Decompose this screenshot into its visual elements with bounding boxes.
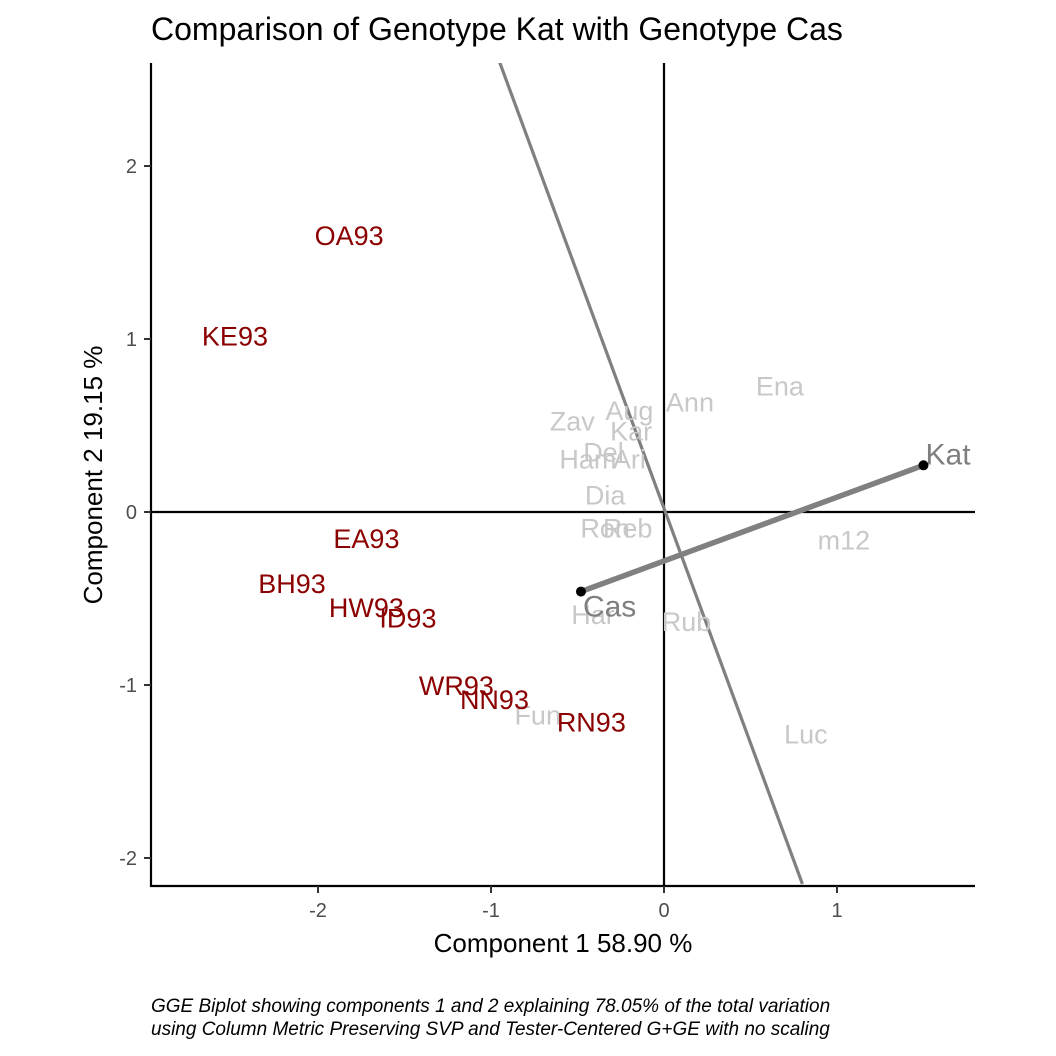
y-axis-title: Component 2 19.15 %	[78, 346, 108, 605]
environment-label: WR93	[419, 671, 494, 701]
environment-label: EA93	[333, 524, 399, 554]
genotype-label: Ann	[666, 387, 714, 417]
y-tick-label: -2	[119, 848, 137, 870]
environment-label: OA93	[315, 221, 384, 251]
x-tick-label: 0	[658, 900, 669, 922]
genotype-label: Kar	[610, 417, 652, 447]
genotype-label: Har	[571, 600, 615, 630]
genotype-label: Aug	[605, 396, 653, 426]
caption-line-2: using Column Metric Preserving SVP and T…	[151, 1019, 830, 1040]
x-axis-title: Component 1 58.90 %	[434, 928, 693, 958]
genotype-b-label: Cas	[583, 591, 636, 624]
genotype-a-label: Kat	[926, 438, 972, 471]
chart-title: Comparison of Genotype Kat with Genotype…	[151, 11, 843, 47]
perpendicular-line	[498, 63, 804, 885]
genotype-label: Ham	[559, 444, 616, 474]
y-tick-label: 0	[126, 502, 137, 524]
genotype-label: Ari	[613, 444, 646, 474]
genotype-label: Del	[583, 437, 624, 467]
x-tick-label: -2	[309, 900, 327, 922]
environment-label: NN93	[460, 685, 529, 715]
genotype-label: Ron	[580, 514, 630, 544]
environment-label: RN93	[557, 707, 626, 737]
x-tick-label: 1	[831, 900, 842, 922]
genotype-label: Rub	[662, 607, 712, 637]
environment-label: HW93	[329, 593, 404, 623]
genotype-label: Zav	[550, 406, 596, 436]
x-tick-label: -1	[482, 900, 500, 922]
environment-label: BH93	[258, 569, 326, 599]
y-tick-label: 2	[126, 156, 137, 178]
genotype-label: Ena	[756, 372, 805, 402]
environment-label: KE93	[202, 322, 268, 352]
genotype-label: Dia	[585, 481, 626, 511]
genotype-label: Luc	[784, 719, 828, 749]
genotype-label: m12	[818, 526, 871, 556]
comparison-line	[580, 462, 925, 595]
genotype-b-point	[575, 586, 586, 597]
caption-line-1: GGE Biplot showing components 1 and 2 ex…	[151, 996, 830, 1017]
genotype-a-point	[918, 460, 929, 471]
genotype-label: Fun	[514, 700, 561, 730]
y-tick-label: -1	[119, 675, 137, 697]
genotype-label: Reb	[603, 514, 653, 544]
y-tick-label: 1	[126, 329, 137, 351]
environment-label: ID93	[379, 604, 436, 634]
